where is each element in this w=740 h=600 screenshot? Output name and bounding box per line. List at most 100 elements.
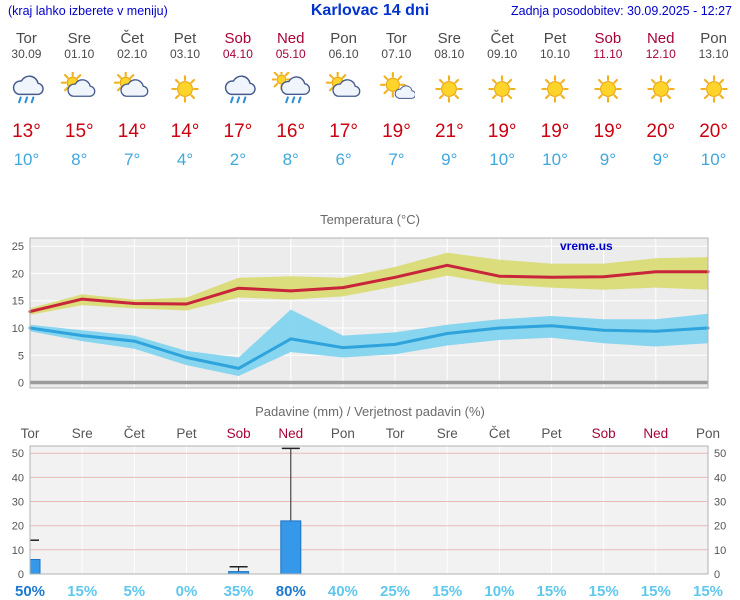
precip-day-labels: Tor Sre Čet Pet Sob Ned Pon Tor Sre Čet Pet Sob Ned P… bbox=[21, 426, 720, 441]
svg-text:15%: 15% bbox=[536, 583, 566, 600]
weather-icon bbox=[211, 62, 264, 116]
day-date: 07.10 bbox=[381, 47, 412, 61]
rain-sun-icon bbox=[271, 72, 310, 104]
weather-icon bbox=[370, 62, 423, 116]
day-date: 12.10 bbox=[645, 47, 676, 61]
day-date: 01.10 bbox=[64, 47, 95, 61]
svg-text:Sre: Sre bbox=[72, 426, 93, 441]
svg-text:15%: 15% bbox=[67, 583, 97, 600]
day-date: 06.10 bbox=[328, 47, 359, 61]
svg-text:40: 40 bbox=[714, 472, 726, 484]
day-name: Sob bbox=[594, 30, 622, 47]
min-temp: 9° bbox=[441, 150, 458, 169]
day-name: Tor bbox=[386, 30, 407, 47]
day-column: Tor 07.10 19° 7° bbox=[370, 30, 423, 170]
sunny-icon bbox=[488, 75, 516, 103]
day-date: 10.10 bbox=[540, 47, 571, 61]
svg-text:40%: 40% bbox=[328, 583, 358, 600]
min-temp: 10° bbox=[700, 150, 727, 169]
day-column: Ned 12.10 20° 9° bbox=[634, 30, 687, 170]
rain-icon bbox=[13, 75, 45, 104]
y-axis-labels: 0 5 10 15 20 25 bbox=[12, 241, 24, 389]
precipitation-chart-title: Padavine (mm) / Verjetnost padavin (%) bbox=[255, 404, 485, 419]
day-date: 02.10 bbox=[117, 47, 148, 61]
max-temp: 21° bbox=[434, 121, 464, 142]
svg-text:10: 10 bbox=[12, 323, 24, 335]
day-column: Sre 08.10 21° 9° bbox=[423, 30, 476, 170]
weather-icon bbox=[581, 62, 634, 116]
sunny-icon bbox=[541, 75, 569, 103]
sunny-icon bbox=[171, 75, 199, 103]
day-column: Pon 06.10 17° 6° bbox=[317, 30, 370, 170]
max-temp: 17° bbox=[223, 121, 253, 142]
weather-icon bbox=[634, 62, 687, 116]
svg-text:15%: 15% bbox=[641, 583, 671, 600]
max-temp: 19° bbox=[487, 121, 517, 142]
precip-bar bbox=[280, 520, 302, 575]
y-axis-labels: 0 0 10 10 20 20 30 30 40 40 50 50 bbox=[12, 448, 727, 581]
last-update-label: Zadnja posodobitev: 30.09.2025 - 12:27 bbox=[510, 4, 732, 18]
min-temp: 6° bbox=[335, 150, 352, 169]
plot-background bbox=[30, 446, 708, 574]
svg-text:Sob: Sob bbox=[227, 426, 251, 441]
svg-text:Sob: Sob bbox=[592, 426, 616, 441]
temperature-chart-svg: 0 5 10 15 20 25 vreme.us bbox=[12, 237, 710, 390]
day-date: 08.10 bbox=[434, 47, 465, 61]
svg-text:50%: 50% bbox=[15, 583, 45, 600]
svg-text:20: 20 bbox=[12, 521, 24, 533]
temperature-line bbox=[28, 324, 710, 370]
day-column: Pon 13.10 20° 10° bbox=[687, 30, 740, 170]
min-temp: 8° bbox=[71, 150, 88, 169]
max-temp: 19° bbox=[540, 121, 570, 142]
partly-cloudy-icon bbox=[61, 72, 96, 97]
day-column: Tor 30.09 13° 10° bbox=[0, 30, 53, 170]
svg-text:Pon: Pon bbox=[331, 426, 355, 441]
grid-lines bbox=[30, 446, 708, 574]
svg-text:40: 40 bbox=[12, 472, 24, 484]
weather-icon bbox=[687, 62, 740, 116]
svg-text:0: 0 bbox=[18, 569, 24, 581]
svg-text:0%: 0% bbox=[176, 583, 198, 600]
svg-text:Čet: Čet bbox=[124, 426, 145, 441]
svg-text:15%: 15% bbox=[693, 583, 723, 600]
day-name: Sob bbox=[224, 30, 252, 47]
svg-text:20: 20 bbox=[714, 521, 726, 533]
min-temp: 8° bbox=[282, 150, 299, 169]
sunny-icon bbox=[435, 75, 464, 103]
day-column: Čet 09.10 19° 10° bbox=[476, 30, 529, 170]
min-temp: 10° bbox=[13, 150, 40, 169]
temperature-chart-title: Temperatura (°C) bbox=[320, 212, 420, 227]
max-temp: 20° bbox=[699, 121, 728, 142]
svg-text:Pon: Pon bbox=[696, 426, 720, 441]
day-name: Pon bbox=[330, 30, 357, 47]
rain-icon bbox=[224, 75, 256, 104]
svg-text:Tor: Tor bbox=[21, 426, 40, 441]
svg-text:80%: 80% bbox=[276, 583, 306, 600]
partly-cloudy-icon bbox=[325, 72, 360, 97]
precip-probability-labels: 50% 15% 5% 0% 35% 80% 40% 25% 15% 10% 15% 15% 15% 15% bbox=[15, 583, 723, 600]
day-name: Čet bbox=[120, 30, 144, 47]
day-date: 13.10 bbox=[698, 47, 729, 61]
mostly-sunny-icon bbox=[380, 72, 416, 99]
day-name: Ned bbox=[646, 30, 675, 47]
temperature-line bbox=[28, 263, 710, 314]
svg-text:0: 0 bbox=[18, 378, 24, 390]
precipitation-chart-svg: Tor Sre Čet Pet Sob Ned Pon Tor Sre Čet Pet Sob Ned P… bbox=[12, 426, 727, 600]
weather-icon bbox=[264, 62, 317, 116]
svg-text:Pet: Pet bbox=[541, 426, 562, 441]
min-temp: 4° bbox=[176, 150, 194, 169]
svg-text:35%: 35% bbox=[224, 583, 254, 600]
svg-text:50: 50 bbox=[12, 448, 24, 460]
precip-bar bbox=[29, 559, 41, 575]
svg-text:15: 15 bbox=[12, 296, 24, 308]
max-temp: 13° bbox=[12, 121, 41, 142]
svg-text:25%: 25% bbox=[380, 583, 410, 600]
max-temp: 15° bbox=[64, 121, 94, 142]
min-temp: 10° bbox=[489, 150, 516, 169]
plot-background bbox=[30, 238, 708, 388]
svg-text:Sre: Sre bbox=[437, 426, 458, 441]
weather-icon bbox=[423, 62, 476, 116]
svg-text:5: 5 bbox=[18, 350, 24, 362]
min-temp: 7° bbox=[388, 150, 405, 169]
day-date: 30.09 bbox=[11, 47, 42, 61]
